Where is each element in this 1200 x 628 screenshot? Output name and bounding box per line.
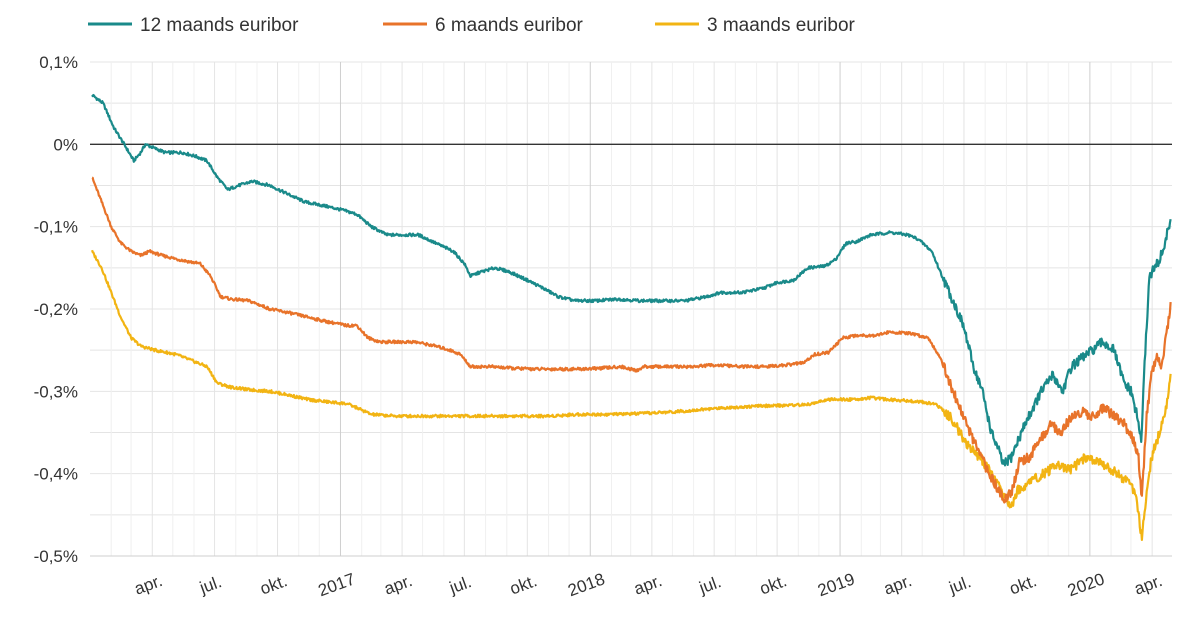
series-line-3 bbox=[91, 249, 1172, 541]
x-tick-label: apr. bbox=[1132, 571, 1165, 599]
x-tick-label: 2018 bbox=[565, 569, 607, 600]
x-tick-label: apr. bbox=[132, 571, 165, 599]
x-tick-label: okt. bbox=[757, 571, 789, 598]
x-tick-label: jul. bbox=[696, 572, 724, 598]
y-tick-label: -0,1% bbox=[34, 218, 78, 237]
series-line-1 bbox=[91, 93, 1172, 467]
y-tick-label: -0,5% bbox=[34, 547, 78, 566]
legend-label: 12 maands euribor bbox=[140, 15, 299, 36]
legend-label: 6 maands euribor bbox=[435, 15, 584, 36]
y-tick-label: 0,1% bbox=[39, 53, 78, 72]
y-axis: 0,1% 0% -0,1% -0,2% -0,3% -0,4% -0,5% bbox=[34, 53, 78, 566]
grid bbox=[90, 61, 1172, 557]
x-tick-label: okt. bbox=[507, 571, 539, 598]
x-tick-label: jul. bbox=[196, 572, 224, 598]
y-tick-label: -0,4% bbox=[34, 465, 78, 484]
legend-item[interactable]: 3 maands euribor bbox=[655, 15, 856, 36]
legend: 12 maands euribor 6 maands euribor 3 maand… bbox=[88, 15, 856, 36]
x-tick-label: jul. bbox=[946, 572, 974, 598]
x-tick-label: okt. bbox=[1007, 571, 1039, 598]
y-tick-label: 0% bbox=[53, 135, 78, 154]
y-tick-label: -0,2% bbox=[34, 300, 78, 319]
x-tick-label: 2019 bbox=[815, 569, 857, 600]
x-axis: apr. jul. okt. 2017 apr. jul. okt. 2018 apr. jul.… bbox=[132, 569, 1165, 600]
x-tick-label: jul. bbox=[446, 572, 474, 598]
series-line-2 bbox=[91, 176, 1172, 504]
x-tick-label: 2020 bbox=[1065, 569, 1107, 600]
legend-label: 3 maands euribor bbox=[707, 15, 856, 36]
x-tick-label: apr. bbox=[631, 571, 664, 599]
y-tick-label: -0,3% bbox=[34, 382, 78, 401]
x-tick-label: apr. bbox=[881, 571, 914, 599]
x-tick-label: okt. bbox=[258, 571, 290, 598]
x-tick-label: 2017 bbox=[316, 569, 358, 600]
x-tick-label: apr. bbox=[382, 571, 415, 599]
series-lines bbox=[91, 93, 1172, 541]
legend-item[interactable]: 6 maands euribor bbox=[383, 15, 584, 36]
legend-item[interactable]: 12 maands euribor bbox=[88, 15, 299, 36]
